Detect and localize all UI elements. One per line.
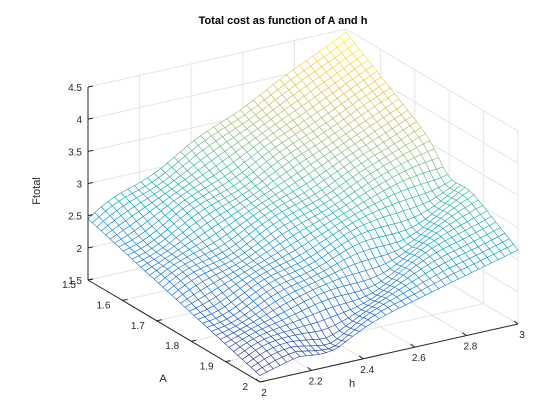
surface-cell bbox=[255, 367, 268, 376]
y-tick-label: 1.5 bbox=[62, 280, 76, 291]
y-tick-mark bbox=[156, 319, 162, 322]
x-tick-label: 3 bbox=[519, 330, 525, 341]
z-tick-label: 2.5 bbox=[68, 212, 82, 223]
z-tick-mark bbox=[87, 182, 94, 184]
y-tick-mark bbox=[259, 380, 266, 383]
x-tick-label: 2.2 bbox=[309, 376, 323, 387]
x-tick-label: 2.8 bbox=[463, 342, 477, 353]
z-tick-mark bbox=[87, 149, 94, 152]
axis-layer: 1.5 2 2.5 3 3.5 4 4.5 1.5 1.6 1.7 1.8 1.9 2 2 2.2 2.4 2.… bbox=[62, 83, 525, 399]
y-tick-label: 1.6 bbox=[96, 300, 110, 311]
x-tick-mark bbox=[513, 320, 519, 325]
x-tick-mark bbox=[358, 355, 364, 360]
chart-title: Total cost as function of A and h bbox=[199, 15, 368, 27]
x-tick-mark bbox=[255, 378, 261, 383]
x-axis-line bbox=[259, 323, 519, 383]
y-tick-mark bbox=[191, 339, 197, 342]
y-tick-mark bbox=[122, 298, 128, 301]
y-tick-mark bbox=[225, 360, 231, 363]
z-tick-mark bbox=[87, 117, 94, 120]
x-tick-label: 2.4 bbox=[360, 365, 374, 376]
z-tick-mark bbox=[87, 214, 94, 217]
z-tick-label: 3.5 bbox=[68, 147, 82, 158]
surface-mesh bbox=[87, 31, 519, 376]
y-tick-label: 2 bbox=[242, 382, 248, 393]
y-axis-line bbox=[87, 279, 261, 383]
x-tick-label: 2 bbox=[261, 388, 267, 399]
z-tick-label: 2 bbox=[76, 244, 82, 255]
x-tick-label: 2.6 bbox=[412, 353, 426, 364]
gridline-side-z bbox=[345, 28, 519, 132]
gridline-back-z bbox=[87, 28, 347, 88]
x-tick-mark bbox=[307, 366, 312, 371]
z-axis-label: Ftotal bbox=[31, 177, 43, 205]
z-tick-mark bbox=[87, 85, 94, 88]
y-tick-label: 1.8 bbox=[165, 341, 179, 352]
y-tick-mark bbox=[87, 278, 94, 281]
x-tick-mark bbox=[410, 343, 416, 348]
x-axis-label: h bbox=[349, 378, 355, 390]
x-tick-mark bbox=[462, 332, 467, 337]
z-tick-label: 4 bbox=[76, 115, 82, 126]
z-tick-label: 3 bbox=[76, 180, 82, 191]
z-tick-label: 4.5 bbox=[68, 83, 82, 94]
y-tick-label: 1.9 bbox=[200, 362, 214, 373]
y-axis-label: A bbox=[159, 373, 167, 385]
z-tick-label: 1.5 bbox=[68, 276, 82, 287]
y-tick-label: 1.7 bbox=[131, 321, 145, 332]
z-tick-mark bbox=[87, 246, 94, 249]
